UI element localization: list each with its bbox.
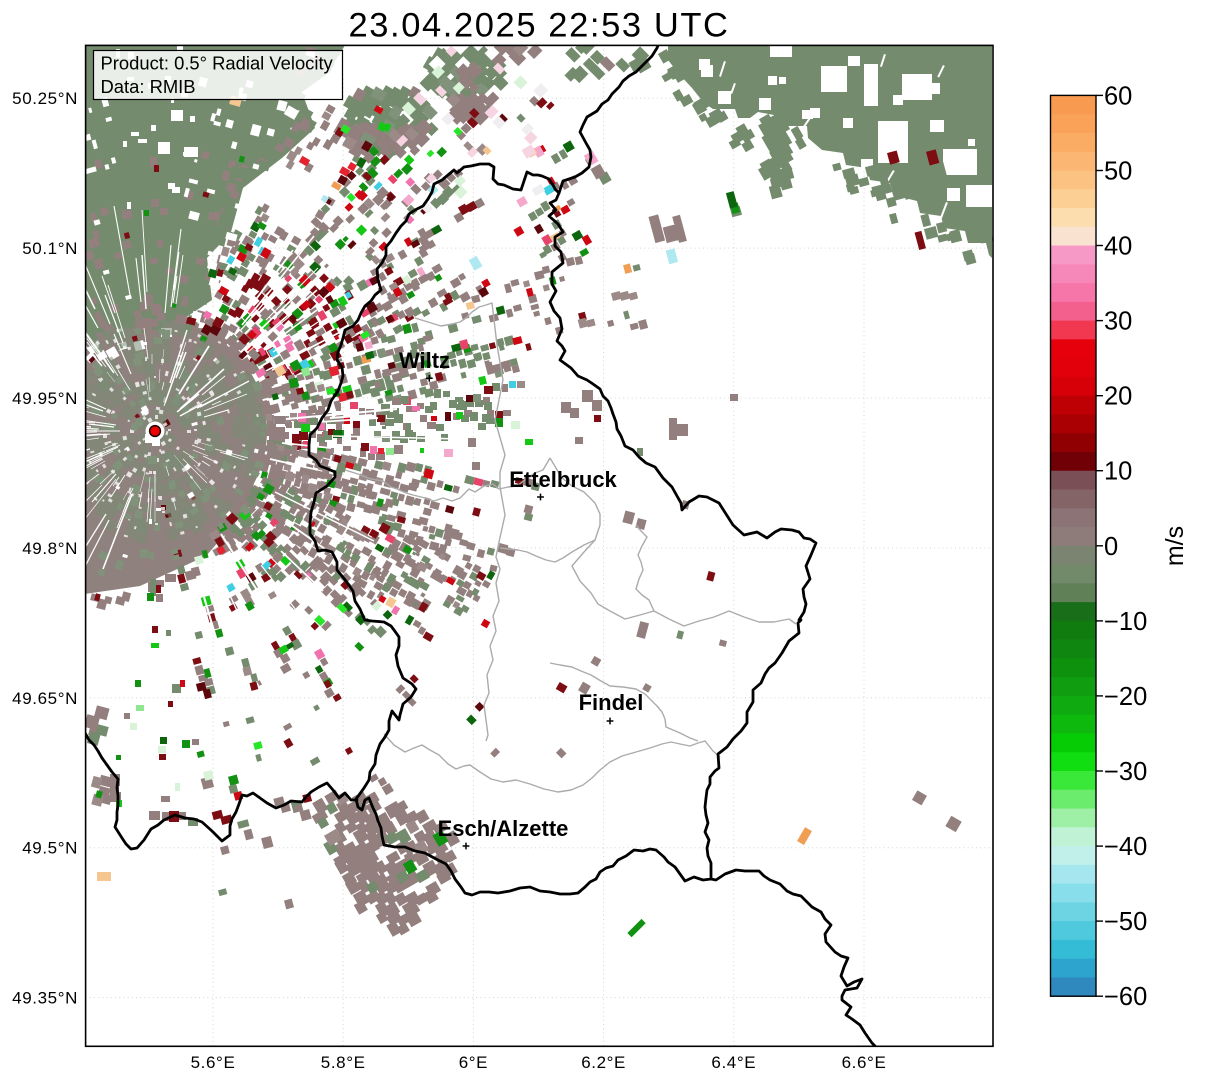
svg-text:30: 30	[1104, 308, 1132, 336]
svg-text:50.1°N: 50.1°N	[22, 239, 78, 258]
svg-text:Esch/Alzette: Esch/Alzette	[438, 816, 569, 841]
svg-text:60: 60	[1104, 82, 1132, 110]
svg-text:Data: RMIB: Data: RMIB	[101, 76, 196, 97]
svg-text:−20: −20	[1104, 683, 1147, 711]
svg-text:Wiltz: Wiltz	[399, 348, 450, 373]
svg-text:5.8°E: 5.8°E	[321, 1053, 366, 1072]
svg-text:20: 20	[1104, 383, 1132, 411]
svg-text:Product: 0.5° Radial Velocity: Product: 0.5° Radial Velocity	[101, 53, 334, 74]
svg-text:Ettelbruck: Ettelbruck	[509, 467, 617, 492]
svg-text:6°E: 6°E	[459, 1053, 488, 1072]
svg-text:6.2°E: 6.2°E	[581, 1053, 626, 1072]
svg-text:49.5°N: 49.5°N	[22, 839, 78, 858]
svg-text:6.4°E: 6.4°E	[711, 1053, 756, 1072]
svg-text:−10: −10	[1104, 608, 1147, 636]
svg-text:Findel: Findel	[579, 690, 644, 715]
svg-text:−50: −50	[1104, 908, 1147, 936]
svg-text:49.35°N: 49.35°N	[12, 989, 78, 1008]
svg-text:23.04.2025 22:53 UTC: 23.04.2025 22:53 UTC	[348, 7, 729, 45]
svg-text:50.25°N: 50.25°N	[12, 89, 78, 108]
svg-text:m/s: m/s	[1161, 526, 1189, 566]
svg-text:10: 10	[1104, 458, 1132, 486]
svg-text:5.6°E: 5.6°E	[191, 1053, 236, 1072]
svg-text:49.95°N: 49.95°N	[12, 389, 78, 408]
svg-text:−40: −40	[1104, 833, 1147, 861]
svg-text:50: 50	[1104, 158, 1132, 186]
svg-text:−60: −60	[1104, 983, 1147, 1011]
svg-text:−30: −30	[1104, 758, 1147, 786]
svg-text:49.8°N: 49.8°N	[22, 539, 78, 558]
svg-text:49.65°N: 49.65°N	[12, 689, 78, 708]
svg-text:6.6°E: 6.6°E	[842, 1053, 887, 1072]
svg-text:40: 40	[1104, 233, 1132, 261]
svg-text:0: 0	[1104, 533, 1118, 561]
